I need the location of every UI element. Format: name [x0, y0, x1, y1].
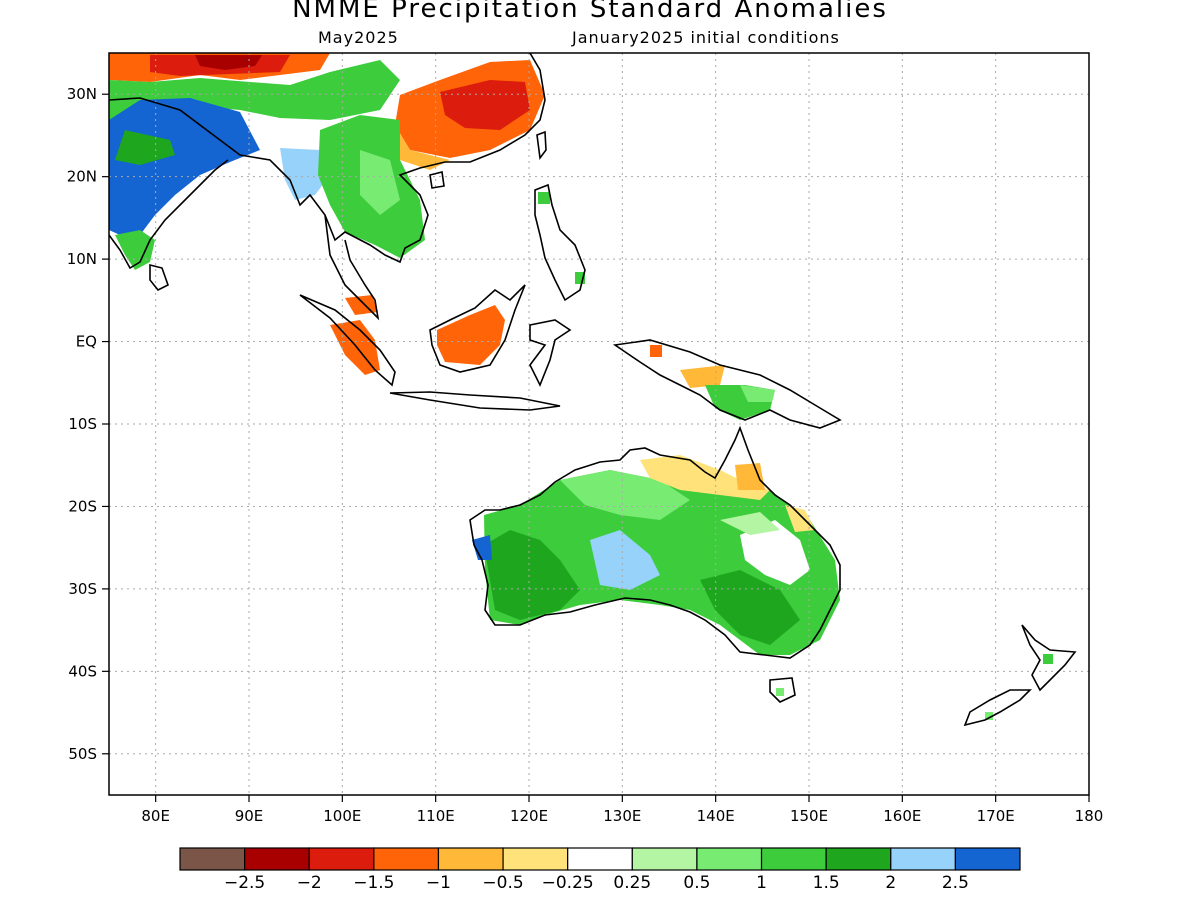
- lat-label: 20N: [67, 168, 97, 186]
- shade-nz-north: [1043, 654, 1053, 664]
- lat-label: 20S: [68, 497, 97, 515]
- coast-philippines: [534, 183, 586, 302]
- shade-aus-lightgreen2: [720, 512, 780, 535]
- gridlines: [109, 53, 1089, 795]
- shade-india-green: [115, 230, 155, 270]
- lat-label: 10S: [68, 415, 97, 433]
- colorbar-swatch: [890, 847, 956, 871]
- coast-malaya: [324, 214, 380, 321]
- forecast-month-label: May2025: [318, 28, 399, 47]
- coast-india: [109, 159, 229, 270]
- coast-asia: [109, 53, 546, 264]
- colorbar-label: −1.5: [353, 873, 394, 893]
- plot-frame: [108, 52, 1090, 796]
- coast-tasmania: [769, 677, 796, 703]
- lat-label: 30S: [68, 580, 97, 598]
- shade-china-yellow: [395, 125, 450, 170]
- shade-indochina-lightgreen: [360, 150, 400, 215]
- colorbar-swatch: [308, 847, 375, 871]
- shade-borneo-orange: [437, 305, 505, 365]
- lon-label: 170E: [977, 807, 1015, 825]
- shade-philippines2: [575, 272, 585, 284]
- shade-aus-darkgreen: [484, 530, 580, 620]
- lon-label: 90E: [235, 807, 264, 825]
- coast-java: [389, 391, 561, 411]
- lat-label: 50S: [68, 745, 97, 763]
- lon-label: 80E: [141, 807, 170, 825]
- coast-nz-north: [1021, 624, 1077, 692]
- shade-png-yellow: [680, 365, 725, 388]
- shade-png-lightgreen: [740, 385, 775, 402]
- colorbar-swatch: [437, 847, 504, 871]
- colorbar-label: 2: [885, 873, 896, 893]
- shade-tasmania: [776, 688, 784, 696]
- axis-ticks: [102, 93, 1090, 802]
- initial-conditions-label: January2025 initial conditions: [572, 28, 840, 47]
- shade-aus-lightgreen: [560, 470, 690, 520]
- lon-label: 150E: [790, 807, 828, 825]
- lon-label: 110E: [417, 807, 455, 825]
- colorbar: [179, 847, 1021, 871]
- colorbar-label: −0.5: [482, 873, 523, 893]
- shade-philippines: [538, 192, 550, 204]
- lat-label: 30N: [67, 85, 97, 103]
- lat-label: 40S: [68, 662, 97, 680]
- colorbar-label: −0.25: [542, 873, 594, 893]
- shade-india-blue: [109, 98, 260, 235]
- shade-tibet-darkred: [195, 55, 262, 70]
- colorbar-swatch: [567, 847, 633, 871]
- colorbar-swatch: [179, 847, 246, 871]
- lat-label: 10N: [67, 250, 97, 268]
- colorbar-label: 2.5: [942, 873, 969, 893]
- colorbar-label: 1: [756, 873, 767, 893]
- lon-labels: 80E 90E 100E 110E 120E 130E 140E 150E 160E 170E 18…: [141, 807, 1103, 825]
- lon-label: 140E: [697, 807, 735, 825]
- lon-label: 130E: [603, 807, 641, 825]
- colorbar-swatch: [244, 847, 310, 871]
- shade-china-red: [440, 80, 530, 130]
- coast-nz-south: [963, 689, 1032, 727]
- coast-sumatra: [299, 294, 396, 387]
- map-title: NMME Precipitation Standard Anomalies: [292, 0, 888, 24]
- coast-borneo: [429, 284, 526, 373]
- lon-label: 160E: [883, 807, 921, 825]
- colorbar-swatch: [825, 847, 892, 871]
- lat-labels: 30N 20N 10N EQ 10S 20S 30S 40S 50S: [67, 85, 97, 763]
- colorbar-swatch: [631, 847, 698, 871]
- colorbar-swatch: [954, 847, 1021, 871]
- shade-png-orange: [650, 345, 662, 357]
- coast-newguinea: [612, 339, 842, 429]
- anomaly-shading: [109, 53, 1053, 720]
- colorbar-swatch: [373, 847, 440, 871]
- shade-aus-orange: [735, 463, 765, 490]
- colorbar-swatch: [502, 847, 569, 871]
- coast-taiwan: [536, 130, 547, 161]
- colorbar-label: 1.5: [813, 873, 840, 893]
- coast-hainan: [429, 171, 445, 189]
- colorbar-label: −2: [297, 873, 322, 893]
- lon-label: 100E: [323, 807, 361, 825]
- shade-aus-lightblue: [590, 530, 660, 590]
- coast-srilanka: [149, 263, 169, 292]
- colorbar-label: −1: [426, 873, 451, 893]
- lon-label: 180: [1075, 807, 1104, 825]
- coast-australia: [469, 425, 841, 659]
- shade-india-green2: [115, 130, 175, 165]
- shade-aus-blue: [472, 535, 492, 560]
- colorbar-label: −2.5: [224, 873, 265, 893]
- colorbar-labels: −2.5 −2 −1.5 −1 −0.5 −0.25 0.25 0.5 1 1.5 2 2.5: [224, 873, 969, 893]
- lon-label: 120E: [510, 807, 548, 825]
- shade-nz-south: [985, 712, 993, 720]
- shade-aus-yellow-east: [785, 505, 815, 532]
- shade-aus-white: [740, 520, 810, 585]
- colorbar-swatch: [696, 847, 763, 871]
- colorbar-label: 0.25: [613, 873, 651, 893]
- colorbar-label: 0.5: [683, 873, 710, 893]
- coastlines: [109, 53, 1077, 727]
- lat-label: EQ: [76, 333, 97, 351]
- shade-aus-yellow: [640, 455, 770, 500]
- colorbar-swatch: [760, 847, 827, 871]
- coast-sulawesi: [529, 319, 572, 387]
